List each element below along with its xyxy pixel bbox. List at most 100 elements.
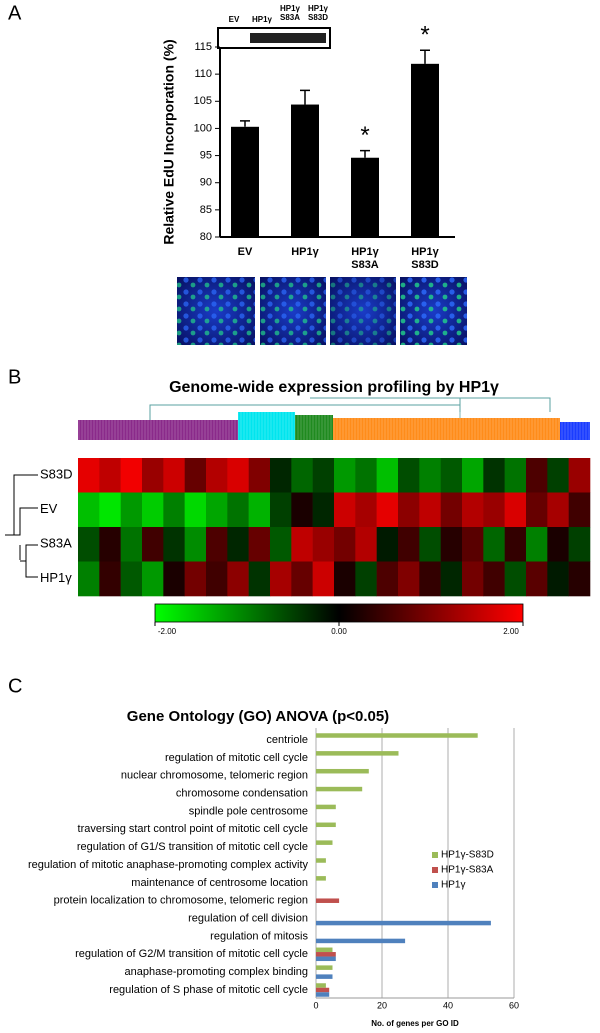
blot-label: HP1γ bbox=[252, 15, 273, 24]
bar bbox=[316, 786, 363, 792]
y-tick-label: 100 bbox=[194, 122, 212, 134]
category-label: regulation of cell division bbox=[188, 912, 308, 924]
x-tick-label: HP1γ S83A bbox=[351, 246, 379, 271]
heatmap-cell bbox=[291, 492, 313, 528]
heatmap-cell bbox=[163, 527, 185, 562]
heatmap-cell bbox=[206, 527, 228, 562]
heatmap-cell bbox=[355, 492, 377, 528]
heatmap-cell bbox=[142, 492, 164, 528]
heatmap-cell bbox=[270, 561, 292, 597]
heatmap-cell bbox=[526, 492, 548, 528]
heatmap-cell bbox=[99, 492, 121, 528]
heatmap-cell bbox=[184, 458, 207, 493]
bar bbox=[316, 952, 336, 957]
y-tick-label: 85 bbox=[200, 204, 212, 216]
bar bbox=[316, 974, 333, 979]
heatmap-cell bbox=[462, 492, 484, 528]
bar bbox=[316, 804, 336, 810]
heatmap-cell bbox=[547, 561, 569, 597]
heatmap-cell bbox=[142, 527, 164, 562]
category-label: regulation of G2/M transition of mitotic… bbox=[75, 948, 308, 960]
heatmap-cell bbox=[99, 561, 121, 597]
y-tick-label: 110 bbox=[194, 68, 212, 80]
micrograph-cells bbox=[177, 277, 255, 345]
heatmap-cell bbox=[312, 561, 335, 597]
bar bbox=[316, 965, 333, 970]
bar bbox=[316, 822, 336, 828]
heatmap-cell bbox=[419, 527, 441, 562]
bar bbox=[316, 920, 491, 926]
x-tick-label: EV bbox=[238, 246, 253, 258]
bar bbox=[316, 983, 326, 988]
heatmap-cell bbox=[120, 527, 143, 562]
legend-swatch bbox=[432, 882, 438, 888]
heatmap-cell bbox=[483, 527, 505, 562]
heatmap-cell bbox=[568, 561, 591, 597]
bar bbox=[316, 947, 333, 953]
bar bbox=[316, 733, 478, 738]
legend-label: HP1γ-S83A bbox=[441, 865, 494, 876]
error-bar bbox=[240, 120, 250, 127]
heatmap-cell bbox=[334, 527, 356, 562]
heatmap-cell bbox=[462, 458, 484, 493]
row-dendrogram bbox=[5, 474, 38, 578]
chart-title: Genome-wide expression profiling by HP1γ bbox=[169, 379, 499, 396]
heatmap-cell bbox=[248, 492, 271, 528]
blot-label: EV bbox=[229, 15, 240, 24]
heatmap-cell bbox=[248, 458, 271, 493]
blot-band bbox=[250, 33, 326, 43]
heatmap-cell bbox=[206, 561, 228, 597]
heatmap-cell bbox=[568, 458, 591, 493]
heatmap-cell bbox=[99, 458, 121, 493]
micrograph-cells bbox=[260, 277, 326, 345]
heatmap-cell bbox=[398, 492, 420, 528]
heatmap-cell bbox=[376, 561, 399, 597]
bar bbox=[316, 858, 326, 863]
bar bbox=[316, 768, 369, 774]
heatmap-cell bbox=[270, 527, 292, 562]
heatmap-cell bbox=[120, 561, 143, 597]
x-tick-label: 60 bbox=[509, 1000, 519, 1010]
heatmap-cell bbox=[334, 458, 356, 493]
bar bbox=[316, 898, 340, 903]
bar bbox=[231, 126, 259, 237]
heatmap-cell bbox=[312, 458, 335, 493]
heatmap-cell bbox=[312, 492, 335, 528]
heatmap-cell bbox=[419, 492, 441, 528]
heatmap-cell bbox=[142, 458, 164, 493]
row-label: HP1γ bbox=[40, 570, 72, 585]
significance-star: * bbox=[420, 22, 429, 49]
category-label: maintenance of centrosome location bbox=[131, 877, 308, 889]
heatmap-cell bbox=[504, 492, 527, 528]
category-label: centriole bbox=[266, 734, 308, 746]
error-bar bbox=[360, 149, 370, 158]
heatmap-cell bbox=[227, 561, 249, 597]
category-label: chromosome condensation bbox=[176, 787, 308, 799]
category-label: regulation of mitotic cell cycle bbox=[165, 752, 308, 764]
heatmap-cell bbox=[526, 527, 548, 562]
bar bbox=[351, 157, 379, 237]
panel-label: B bbox=[8, 366, 21, 388]
heatmap-cell bbox=[568, 527, 591, 562]
panel-label: C bbox=[8, 675, 22, 697]
heatmap-cell bbox=[483, 561, 505, 597]
bar bbox=[316, 987, 330, 993]
colorbar-tick-label: -2.00 bbox=[158, 627, 177, 636]
heatmap-cell bbox=[526, 561, 548, 597]
category-label: nuclear chromosome, telomeric region bbox=[121, 770, 308, 782]
x-tick-label: 40 bbox=[443, 1000, 453, 1010]
heatmap-cell bbox=[376, 492, 399, 528]
error-bar bbox=[300, 89, 310, 105]
cluster-branches bbox=[78, 412, 590, 440]
heatmap-cell bbox=[376, 458, 399, 493]
category-label: regulation of G1/S transition of mitotic… bbox=[77, 841, 308, 853]
heatmap-cell bbox=[142, 561, 164, 597]
heatmap-cell bbox=[270, 492, 292, 528]
bar bbox=[316, 992, 330, 997]
bar bbox=[316, 956, 336, 962]
heatmap-cell bbox=[398, 561, 420, 597]
heatmap-cell bbox=[526, 458, 548, 493]
heatmap-cell bbox=[291, 458, 313, 493]
heatmap-cell bbox=[184, 492, 207, 528]
